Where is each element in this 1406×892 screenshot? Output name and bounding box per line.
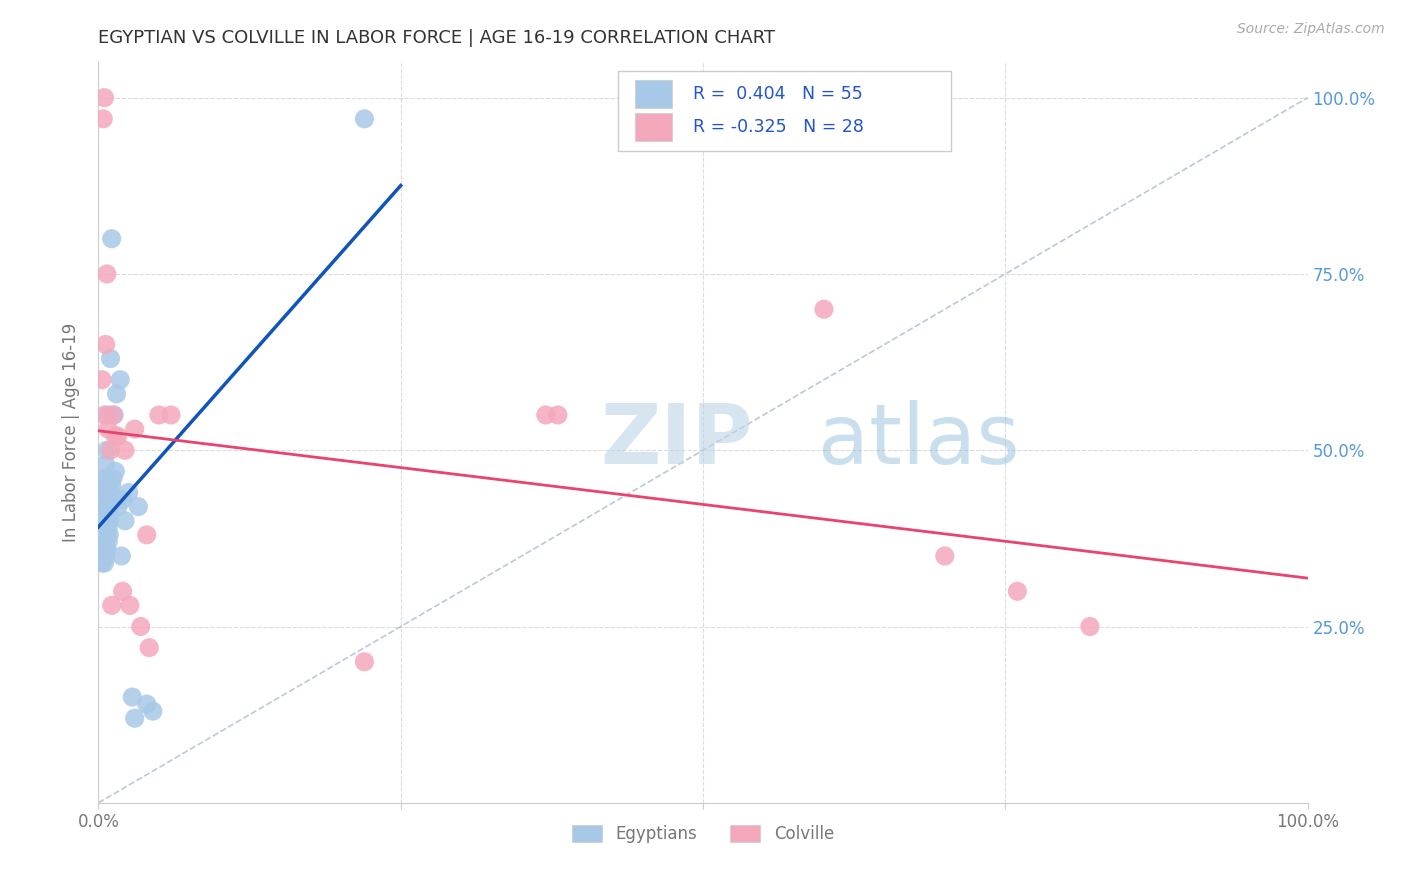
Point: [96, 471, 118, 485]
Point: [97, 521, 120, 535]
Point: [93, 514, 115, 528]
Point: [91, 528, 114, 542]
Point: [97, 535, 120, 549]
FancyBboxPatch shape: [636, 112, 672, 141]
Point: [91, 535, 114, 549]
Point: [534, 408, 557, 422]
Point: [93, 485, 115, 500]
Point: [94, 478, 117, 492]
Point: [93, 471, 115, 485]
Point: [813, 302, 835, 317]
Text: R =  0.404   N = 55: R = 0.404 N = 55: [693, 86, 863, 103]
Point: [96, 267, 118, 281]
Point: [124, 422, 146, 436]
Point: [118, 485, 141, 500]
Point: [127, 500, 149, 514]
Point: [100, 443, 122, 458]
Point: [93, 91, 115, 105]
Text: ZIP: ZIP: [600, 400, 752, 481]
Point: [934, 549, 956, 563]
Point: [93, 541, 115, 556]
Point: [103, 408, 125, 422]
Point: [90, 541, 112, 556]
Point: [94, 492, 117, 507]
Y-axis label: In Labor Force | Age 16-19: In Labor Force | Age 16-19: [62, 323, 80, 542]
Point: [547, 408, 569, 422]
Point: [100, 478, 122, 492]
Point: [108, 373, 131, 387]
Text: Source: ZipAtlas.com: Source: ZipAtlas.com: [1237, 22, 1385, 37]
Point: [101, 471, 124, 485]
Point: [160, 408, 183, 422]
Point: [97, 408, 120, 422]
Point: [114, 514, 136, 528]
Text: EGYPTIAN VS COLVILLE IN LABOR FORCE | AGE 16-19 CORRELATION CHART: EGYPTIAN VS COLVILLE IN LABOR FORCE | AG…: [98, 29, 776, 47]
Point: [111, 492, 134, 507]
Point: [135, 528, 157, 542]
Point: [91, 373, 114, 387]
Point: [93, 408, 115, 422]
Point: [104, 464, 127, 478]
Legend: Egyptians, Colville: Egyptians, Colville: [565, 819, 841, 850]
Point: [94, 507, 117, 521]
Point: [142, 704, 165, 718]
Point: [91, 521, 114, 535]
Point: [96, 500, 118, 514]
Point: [135, 697, 157, 711]
Point: [91, 507, 114, 521]
Point: [104, 429, 127, 443]
Point: [91, 514, 114, 528]
Point: [100, 500, 122, 514]
Point: [94, 458, 117, 472]
Point: [111, 584, 134, 599]
Point: [93, 528, 115, 542]
Point: [105, 387, 128, 401]
Point: [100, 485, 122, 500]
Point: [121, 690, 143, 704]
Point: [1007, 584, 1029, 599]
FancyBboxPatch shape: [619, 71, 950, 152]
Point: [353, 655, 375, 669]
Point: [100, 599, 122, 613]
Point: [107, 429, 129, 443]
Point: [94, 535, 117, 549]
Point: [91, 112, 114, 126]
Point: [129, 619, 152, 633]
Point: [100, 351, 122, 366]
Point: [94, 521, 117, 535]
Point: [114, 443, 136, 458]
Point: [148, 408, 170, 422]
Point: [96, 514, 118, 528]
Point: [96, 541, 118, 556]
Point: [91, 556, 114, 570]
Point: [353, 112, 375, 126]
FancyBboxPatch shape: [636, 80, 672, 108]
Text: R = -0.325   N = 28: R = -0.325 N = 28: [693, 118, 865, 136]
Point: [100, 232, 122, 246]
Point: [98, 528, 121, 542]
Point: [93, 500, 115, 514]
Point: [93, 556, 115, 570]
Text: atlas: atlas: [818, 400, 1019, 481]
Point: [94, 337, 117, 351]
Point: [101, 408, 124, 422]
Point: [118, 599, 141, 613]
Point: [107, 500, 129, 514]
Point: [110, 549, 132, 563]
Point: [97, 422, 120, 436]
Point: [94, 549, 117, 563]
Point: [124, 711, 146, 725]
Point: [96, 528, 118, 542]
Point: [96, 485, 118, 500]
Point: [98, 514, 121, 528]
Point: [138, 640, 160, 655]
Point: [96, 443, 118, 458]
Point: [1078, 619, 1101, 633]
Point: [91, 549, 114, 563]
